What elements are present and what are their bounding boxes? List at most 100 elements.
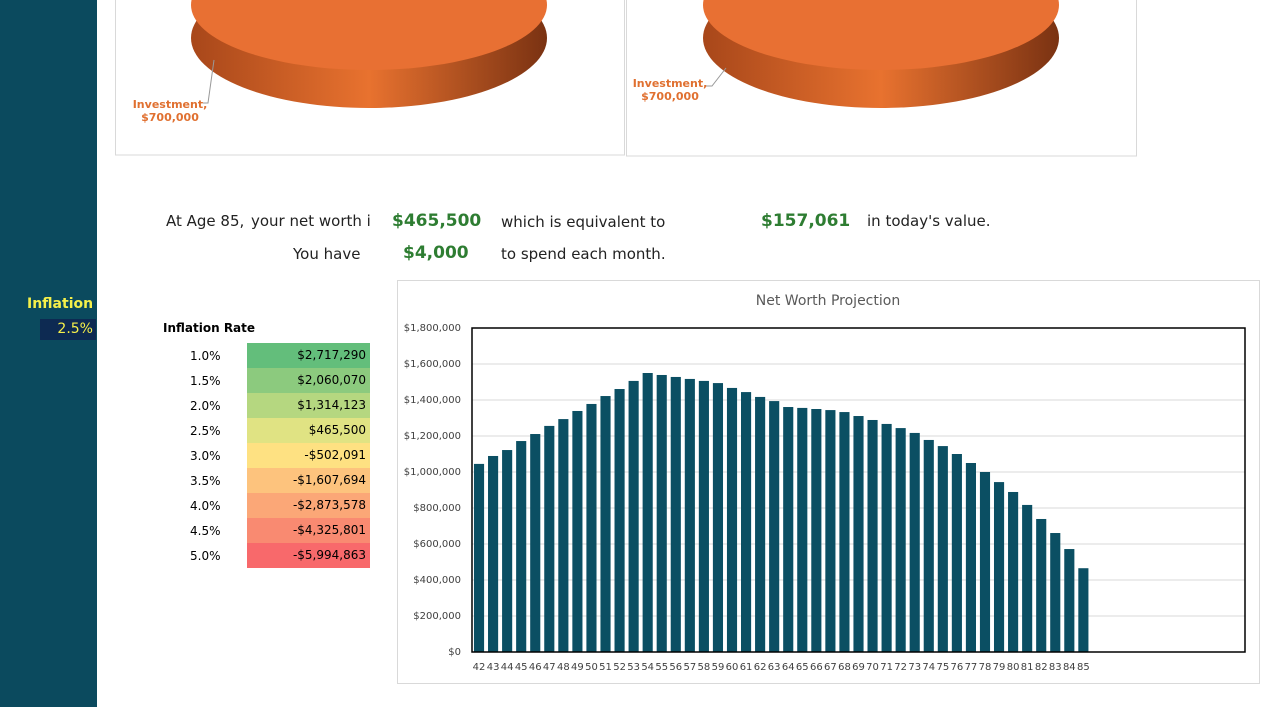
x-tick-label: 50 xyxy=(585,662,598,673)
x-tick-label: 68 xyxy=(838,662,851,673)
x-tick-label: 71 xyxy=(880,662,893,673)
table-value: $2,717,290 xyxy=(247,343,370,368)
pie-label-text: Investment, xyxy=(632,77,708,90)
x-tick-label: 84 xyxy=(1063,662,1076,673)
pie-label: Investment, $700,000 xyxy=(630,77,710,103)
x-tick-label: 57 xyxy=(683,662,696,673)
x-tick-label: 61 xyxy=(740,662,753,673)
x-tick-label: 73 xyxy=(908,662,921,673)
x-tick-label: 81 xyxy=(1021,662,1034,673)
bar xyxy=(656,374,667,652)
x-tick-label: 45 xyxy=(515,662,528,673)
table-rate: 4.5% xyxy=(190,524,221,538)
x-tick-label: 85 xyxy=(1077,662,1090,673)
bar xyxy=(628,380,639,652)
x-tick-label: 44 xyxy=(501,662,514,673)
summary-amount: $465,500 xyxy=(392,211,482,231)
bar xyxy=(516,441,527,652)
x-tick-label: 78 xyxy=(979,662,992,673)
summary-text: in today's value. xyxy=(867,212,991,230)
bar xyxy=(769,401,780,652)
bar xyxy=(867,419,878,652)
y-tick-label: $600,000 xyxy=(413,539,461,550)
bar xyxy=(600,396,611,652)
x-tick-label: 79 xyxy=(993,662,1006,673)
pie-top xyxy=(703,0,1059,70)
bar xyxy=(1036,518,1047,652)
x-tick-label: 51 xyxy=(599,662,612,673)
x-tick-label: 58 xyxy=(698,662,711,673)
x-tick-label: 59 xyxy=(712,662,725,673)
x-tick-label: 67 xyxy=(824,662,837,673)
x-tick-label: 69 xyxy=(852,662,865,673)
table-value: -$1,607,694 xyxy=(247,468,370,493)
table-rate: 2.0% xyxy=(190,399,221,413)
pie-frame xyxy=(626,0,1137,157)
bar xyxy=(1078,568,1089,652)
table-value: $1,314,123 xyxy=(247,393,370,418)
inflation-label: Inflation xyxy=(27,296,94,312)
bar xyxy=(937,446,948,652)
bar xyxy=(979,472,991,652)
bar xyxy=(1022,504,1033,652)
x-tick-label: 77 xyxy=(965,662,978,673)
x-tick-label: 83 xyxy=(1049,662,1062,673)
bar xyxy=(839,412,850,652)
bar xyxy=(642,373,653,652)
pie-label-amount: $700,000 xyxy=(141,111,199,124)
bar xyxy=(755,396,766,652)
y-tick-label: $400,000 xyxy=(413,575,461,586)
leader-line xyxy=(706,67,727,87)
table-value: -$5,994,863 xyxy=(247,543,370,568)
summary-text: At Age 85, xyxy=(166,212,245,230)
bar xyxy=(488,455,499,652)
x-tick-label: 82 xyxy=(1035,662,1048,673)
bar xyxy=(1050,533,1061,652)
x-tick-label: 80 xyxy=(1007,662,1020,673)
x-tick-label: 76 xyxy=(951,662,964,673)
bar xyxy=(544,425,555,652)
bar xyxy=(853,416,864,652)
bar xyxy=(965,463,976,652)
x-tick-label: 62 xyxy=(754,662,767,673)
summary-text: which is equivalent to xyxy=(501,213,666,231)
pie-label: Investment, $700,000 xyxy=(130,98,210,124)
pie-top xyxy=(191,0,547,70)
x-tick-label: 70 xyxy=(866,662,879,673)
summary-text: You have xyxy=(293,245,361,263)
pie-frame xyxy=(115,0,625,156)
inflation-value[interactable]: 2.5% xyxy=(40,319,96,340)
table-rate: 1.0% xyxy=(190,349,221,363)
table-rate: 4.0% xyxy=(190,499,221,513)
bar xyxy=(670,376,681,652)
x-tick-label: 55 xyxy=(655,662,668,673)
chart-title: Net Worth Projection xyxy=(756,293,900,309)
table-rate: 3.5% xyxy=(190,474,221,488)
x-tick-label: 47 xyxy=(543,662,556,673)
bar xyxy=(726,387,738,652)
x-tick-label: 54 xyxy=(641,662,654,673)
bar xyxy=(783,407,794,652)
table-value: -$502,091 xyxy=(247,443,370,468)
x-tick-label: 49 xyxy=(571,662,584,673)
bar xyxy=(923,439,934,652)
table-rate: 3.0% xyxy=(190,449,221,463)
summary-text: your net worth i xyxy=(251,212,371,230)
bar xyxy=(684,378,695,652)
x-tick-label: 65 xyxy=(796,662,809,673)
x-tick-label: 56 xyxy=(669,662,682,673)
table-value: $465,500 xyxy=(247,418,370,443)
x-tick-label: 64 xyxy=(782,662,795,673)
bar xyxy=(951,454,962,652)
y-tick-label: $800,000 xyxy=(413,503,461,514)
leader-line xyxy=(203,59,215,104)
bar xyxy=(881,423,892,652)
table-value: $2,060,070 xyxy=(247,368,370,393)
x-tick-label: 72 xyxy=(894,662,907,673)
table-rate: 2.5% xyxy=(190,424,221,438)
y-tick-label: $0 xyxy=(448,647,461,658)
bar xyxy=(502,450,513,652)
x-tick-label: 43 xyxy=(487,662,500,673)
